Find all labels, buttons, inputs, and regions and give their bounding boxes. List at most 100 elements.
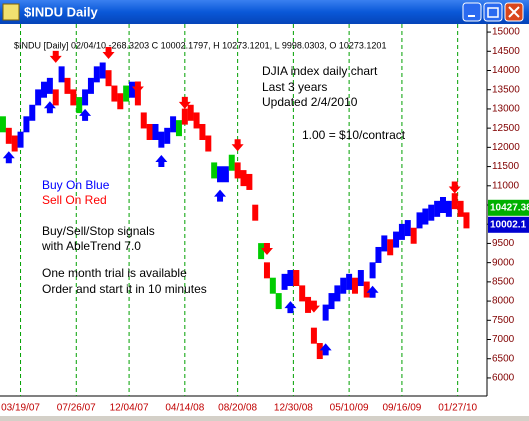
price-bar (246, 173, 253, 190)
price-bar (35, 89, 42, 106)
sell-arrow (102, 46, 115, 59)
y-tick-label: 13000 (492, 104, 520, 115)
y-tick-label: 11500 (492, 161, 520, 172)
price-bar (23, 116, 30, 133)
price-bar (187, 104, 194, 121)
price-bar (305, 296, 312, 313)
price-box (488, 199, 529, 216)
price-bar (363, 281, 370, 298)
annotation: Buy On Blue (42, 178, 110, 192)
price-bar (381, 235, 388, 252)
price-bar (299, 285, 306, 302)
y-tick-label: 7500 (492, 315, 515, 326)
x-tick-label: 07/26/07 (57, 403, 96, 414)
buy-arrow (43, 101, 56, 114)
price-bar (82, 89, 89, 106)
price-bar (281, 273, 288, 290)
price-bar (322, 304, 329, 321)
price-bar (76, 97, 83, 114)
price-bar (117, 93, 124, 110)
price-bar (234, 162, 241, 179)
price-bar (340, 277, 347, 294)
price-bar (70, 89, 77, 106)
price-bar (52, 89, 59, 106)
price-box-label: 10427.38 (490, 202, 529, 213)
price-bar (181, 108, 188, 125)
y-tick-label: 14500 (492, 46, 520, 57)
price-box-label: 10002.1 (490, 219, 527, 230)
buy-arrow (319, 343, 332, 356)
price-bar (387, 239, 394, 256)
x-tick-label: 09/16/09 (382, 403, 421, 414)
price-bar (393, 231, 400, 248)
sell-arrow (178, 96, 191, 109)
price-bar (175, 120, 182, 137)
price-bar (64, 77, 71, 94)
sell-arrow (260, 242, 273, 255)
buy-arrow (366, 285, 379, 298)
price-bar (158, 131, 165, 148)
maximize-button[interactable] (483, 2, 503, 22)
minimize-button[interactable] (462, 2, 482, 22)
window-icon (2, 3, 20, 21)
price-bar (451, 193, 458, 210)
price-bar (11, 135, 18, 152)
price-bar (46, 77, 53, 94)
price-bar (193, 112, 200, 129)
price-bar (263, 262, 270, 279)
price-bar (269, 277, 276, 294)
price-bar (140, 112, 147, 129)
price-bar (164, 127, 171, 144)
annotation: Updated 2/4/2010 (262, 95, 358, 109)
price-bar (111, 85, 118, 102)
price-bar (357, 270, 364, 287)
annotation: One month trial is available (42, 266, 187, 280)
price-bar (410, 227, 417, 244)
minimize-icon (468, 15, 475, 17)
price-bar (170, 116, 177, 133)
y-tick-label: 7000 (492, 334, 515, 345)
y-tick-label: 6000 (492, 373, 515, 384)
price-bar (134, 89, 141, 106)
price-bar (445, 200, 452, 217)
price-bar (152, 123, 159, 140)
y-tick-label: 14000 (492, 65, 520, 76)
price-bar (17, 131, 24, 148)
buy-arrow (155, 155, 168, 168)
y-tick-label: 13500 (492, 84, 520, 95)
price-bar (211, 162, 218, 179)
x-tick-label: 12/04/07 (110, 403, 149, 414)
annotation: Sell On Red (42, 193, 107, 207)
price-bar (404, 220, 411, 237)
price-bar (0, 116, 6, 133)
price-bar (93, 66, 100, 83)
annotation: DJIA index daily chart (262, 64, 378, 78)
y-tick-label: 9500 (492, 238, 515, 249)
price-bar (334, 285, 341, 302)
y-tick-label: 8000 (492, 296, 515, 307)
buy-arrow (214, 189, 227, 202)
price-bar (346, 273, 353, 290)
price-bar (416, 212, 423, 229)
annotation: Order and start it in 10 minutes (42, 282, 207, 296)
price-bar (463, 212, 470, 229)
x-tick-label: 12/30/08 (274, 403, 313, 414)
title-bar (0, 0, 529, 24)
x-tick-label: 03/19/07 (1, 403, 40, 414)
price-bar (275, 293, 282, 310)
annotation: with AbleTrend 7.0 (41, 239, 141, 253)
annotation: Buy/Sell/Stop signals (42, 224, 155, 238)
buy-arrow (284, 301, 297, 314)
sell-arrow (131, 81, 144, 94)
price-bar (105, 70, 112, 87)
sell-arrow (231, 139, 244, 152)
price-bar (87, 77, 94, 94)
price-bar (434, 200, 441, 217)
price-bar (428, 204, 435, 221)
y-tick-label: 8500 (492, 277, 515, 288)
price-bar (398, 223, 405, 240)
price-bar (316, 343, 323, 360)
price-bar (41, 81, 48, 98)
price-box (488, 216, 529, 233)
price-bar (123, 85, 130, 102)
